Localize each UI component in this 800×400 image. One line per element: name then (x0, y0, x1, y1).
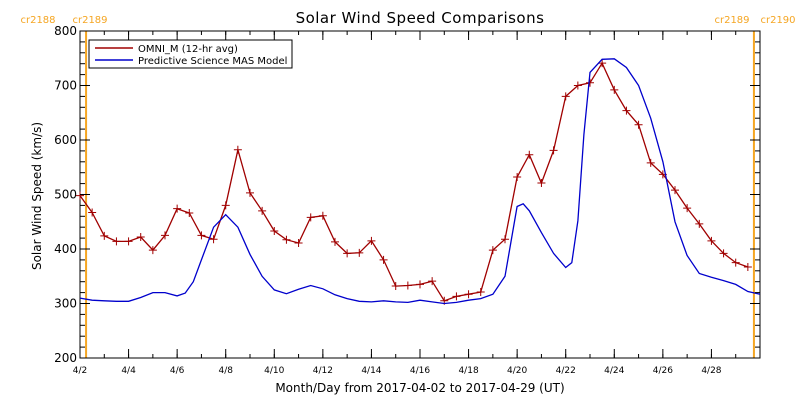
x-tick-label: 4/26 (653, 366, 673, 376)
data-point (549, 146, 558, 155)
data-point (391, 282, 400, 291)
legend-label-mas: Predictive Science MAS Model (138, 56, 287, 67)
data-point (634, 120, 643, 129)
data-point (355, 248, 364, 257)
data-point (161, 231, 169, 240)
data-point (197, 231, 206, 240)
chart-title: Solar Wind Speed Comparisons (296, 9, 545, 27)
x-tick-label: 4/18 (458, 366, 478, 376)
carrington-label: cr2189 (72, 15, 107, 26)
data-point (88, 208, 97, 217)
legend-box (88, 39, 293, 69)
data-point (246, 188, 254, 197)
carrington-label: cr2188 (20, 15, 55, 26)
data-point (452, 292, 461, 301)
data-point (258, 206, 267, 215)
data-point (719, 249, 728, 258)
data-point (76, 191, 84, 200)
series-line-mas (79, 58, 761, 305)
y-tick-label: 200 (54, 351, 77, 365)
data-point (525, 150, 534, 159)
data-point (318, 211, 327, 220)
data-point (586, 78, 594, 87)
legend-label-omni: OMNI_M (12-hr avg) (138, 44, 238, 55)
x-tick-label: 4/12 (313, 366, 333, 376)
data-point (695, 219, 704, 228)
data-point (403, 281, 412, 290)
y-tick-label: 600 (54, 133, 77, 147)
data-point (233, 145, 242, 154)
data-point (343, 249, 352, 258)
data-point (501, 235, 509, 244)
data-point (209, 235, 218, 244)
x-tick-label: 4/8 (218, 366, 233, 376)
data-point (379, 255, 388, 264)
data-point (561, 92, 570, 101)
y-tick-label: 300 (54, 297, 77, 311)
data-point (743, 262, 752, 271)
data-point (573, 81, 582, 90)
data-point (367, 236, 376, 245)
data-point (671, 186, 679, 195)
axes-layer: 200 300 400 500 600 700 800 4/2 4/4 4/6 4/8 4/10 4/1… (54, 24, 761, 376)
data-point (622, 106, 631, 115)
data-point (294, 239, 303, 248)
data-point (683, 204, 692, 213)
data-point (707, 236, 716, 245)
legend: OMNI_M (12-hr avg) Predictive Science MA… (88, 39, 293, 69)
carrington-label: cr2190 (760, 15, 795, 26)
x-tick-label: 4/24 (604, 366, 624, 376)
x-tick-label: 4/10 (264, 366, 284, 376)
data-point (488, 246, 497, 255)
data-point (416, 280, 424, 289)
series-layer (76, 58, 761, 305)
y-tick-label: 400 (54, 242, 77, 256)
y-tick-label: 800 (54, 24, 77, 38)
data-point (282, 235, 291, 244)
series-line-omni (79, 61, 749, 302)
data-point (331, 237, 339, 246)
data-point (306, 213, 315, 222)
data-point (124, 237, 133, 246)
data-point (428, 277, 437, 286)
data-point (513, 173, 522, 182)
y-axis-label: Solar Wind Speed (km/s) (30, 122, 44, 270)
data-point (136, 233, 145, 242)
data-point (100, 231, 109, 240)
data-point (646, 158, 655, 167)
data-point (598, 59, 607, 68)
data-point (185, 209, 194, 218)
x-tick-label: 4/4 (121, 366, 136, 376)
x-tick-label: 4/28 (701, 366, 721, 376)
y-tick-label: 700 (54, 79, 77, 93)
x-tick-label: 4/16 (410, 366, 430, 376)
data-point (173, 204, 182, 213)
y-tick-label: 500 (54, 188, 77, 202)
x-tick-label: 4/2 (73, 366, 87, 376)
x-axis-label: Month/Day from 2017-04-02 to 2017-04-29 … (275, 381, 564, 395)
data-point (610, 85, 619, 94)
data-point (148, 246, 157, 255)
carrington-label: cr2189 (714, 15, 749, 26)
data-point (464, 290, 473, 299)
x-tick-label: 4/22 (556, 366, 576, 376)
data-point (112, 237, 121, 246)
x-tick-label: 4/6 (170, 366, 185, 376)
data-point (476, 288, 485, 297)
x-tick-label: 4/14 (361, 366, 381, 376)
x-tick-label: 4/20 (507, 366, 527, 376)
data-point (221, 201, 230, 210)
data-point (537, 179, 546, 188)
data-point (270, 227, 279, 236)
carrington-labels: cr2188 cr2189 cr2189 cr2190 (20, 15, 795, 26)
data-point (731, 258, 740, 267)
